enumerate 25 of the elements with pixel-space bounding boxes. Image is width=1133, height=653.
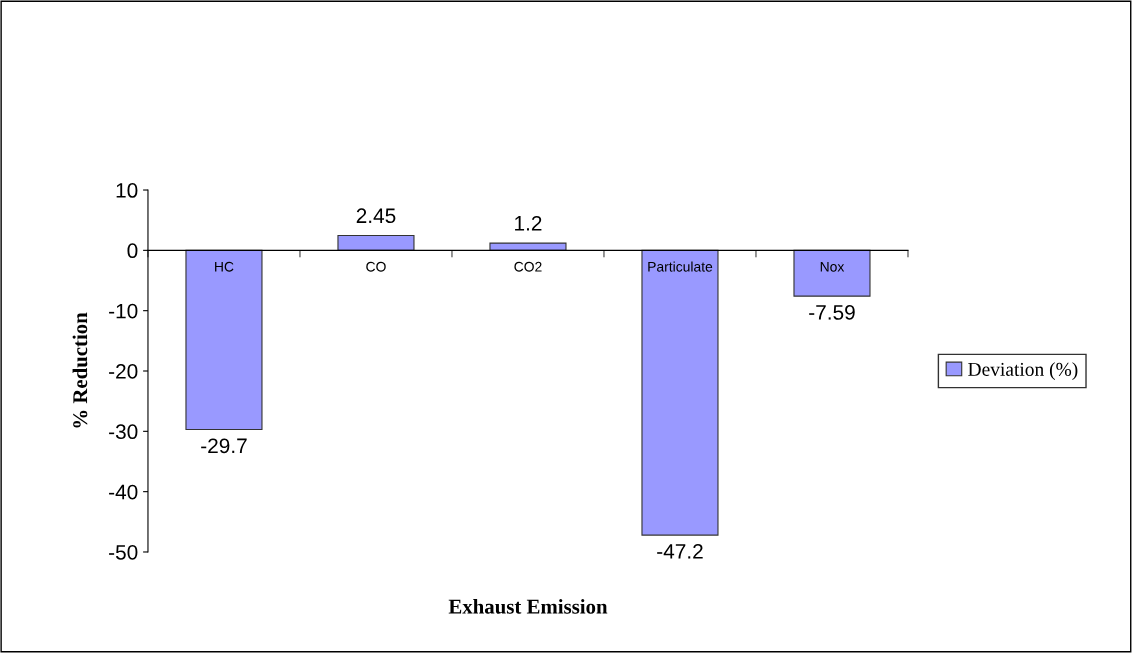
data-label: 2.45: [356, 208, 396, 224]
x-tick-label: CO2: [514, 261, 542, 272]
bar: [337, 235, 415, 251]
y-tick-label: -20: [109, 364, 138, 379]
bar: [489, 242, 567, 251]
y-tick-label: -10: [109, 303, 138, 319]
bar: [185, 249, 263, 431]
y-axis-title: % Reduction: [72, 312, 88, 428]
y-tick-label: 10: [116, 183, 138, 198]
data-label: -7.59: [809, 305, 855, 320]
x-tick-label: HC: [215, 261, 234, 272]
x-tick-label: CO: [366, 261, 386, 272]
x-tick-label: Nox: [820, 261, 845, 272]
y-tick-label: -40: [109, 484, 138, 500]
y-tick-label: -50: [109, 544, 138, 560]
data-label: -29.7: [201, 438, 247, 454]
x-tick-label: Particulate: [648, 261, 713, 272]
bar: [641, 249, 719, 536]
data-label: 1.2: [515, 215, 542, 231]
y-tick-label: -30: [109, 424, 138, 440]
bar: [793, 249, 871, 297]
legend-label: Deviation (%): [968, 362, 1078, 380]
x-axis-title: Exhaust Emission: [448, 599, 608, 614]
y-tick-label: 0: [127, 243, 138, 259]
data-label: -47.2: [657, 543, 703, 559]
